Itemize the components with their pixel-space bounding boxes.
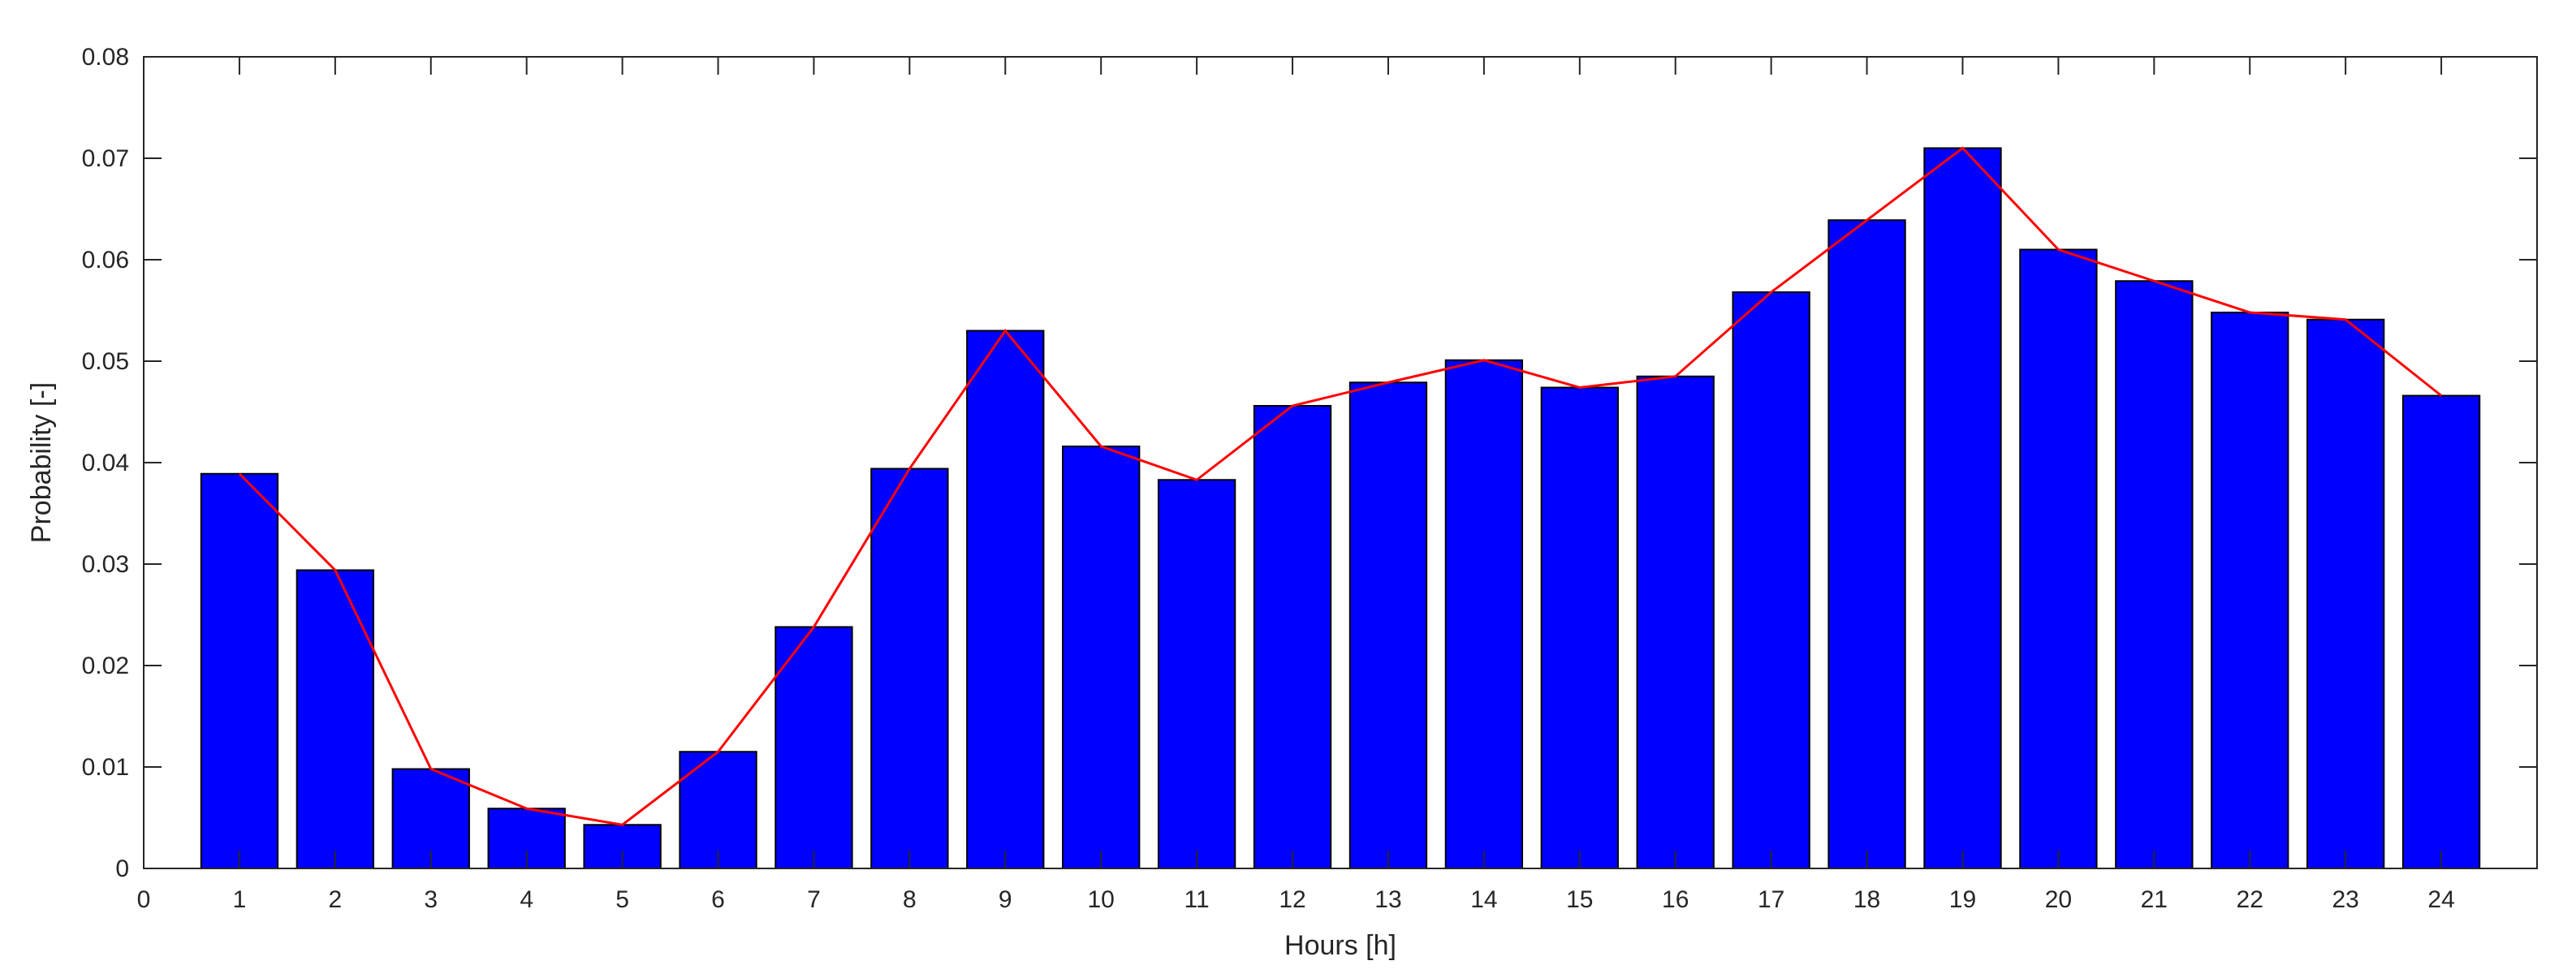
y-axis-label: Probability [-] — [26, 382, 57, 543]
x-tick-label: 5 — [615, 886, 629, 913]
x-tick-label: 6 — [711, 886, 725, 913]
bar-hour-14 — [1444, 359, 1524, 869]
x-tick-label: 10 — [1088, 886, 1115, 913]
ticks-layer — [143, 56, 2537, 869]
x-tick-label: 15 — [1566, 886, 1593, 913]
bar-hour-19 — [1923, 147, 2002, 869]
x-tick-label: 20 — [2045, 886, 2072, 913]
x-tick-label: 0 — [137, 886, 151, 913]
x-tick-label: 18 — [1853, 886, 1880, 913]
x-tick-label: 19 — [1949, 886, 1976, 913]
x-tick-label: 16 — [1662, 886, 1689, 913]
bar-hour-17 — [1732, 291, 1810, 869]
bar-hour-10 — [1062, 446, 1141, 869]
x-axis-label: Hours [h] — [1284, 930, 1396, 961]
x-tick-label: 17 — [1758, 886, 1784, 913]
bars-layer — [200, 147, 2481, 869]
x-tick-label: 22 — [2237, 886, 2263, 913]
bar-hour-11 — [1157, 479, 1236, 869]
y-tick-label: 0.04 — [82, 450, 129, 476]
x-tick-label: 7 — [807, 886, 821, 913]
x-tick-label: 8 — [903, 886, 917, 913]
y-tick-label: 0.05 — [82, 348, 129, 375]
bar-hour-8 — [870, 467, 949, 869]
x-tick-label: 2 — [328, 886, 342, 913]
x-tick-label: 24 — [2427, 886, 2454, 913]
x-tick-label: 1 — [233, 886, 247, 913]
x-tick-label: 14 — [1470, 886, 1497, 913]
bar-hour-23 — [2306, 318, 2385, 869]
bar-hour-20 — [2019, 248, 2098, 869]
x-tick-label: 11 — [1184, 886, 1210, 913]
x-tick-label: 4 — [520, 886, 533, 913]
bar-hour-15 — [1540, 386, 1619, 869]
plot-frame — [143, 56, 2538, 869]
bar-hour-22 — [2211, 312, 2289, 869]
y-tick-label: 0 — [115, 855, 129, 882]
y-tick-labels: 0 0.01 0.02 0.03 0.04 0.05 0.06 0.07 0.08 — [82, 44, 129, 882]
y-tick-label: 0.02 — [82, 653, 129, 679]
bar-hour-9 — [966, 330, 1045, 869]
y-tick-label: 0.03 — [82, 551, 129, 578]
bar-hour-16 — [1636, 375, 1715, 869]
probability-line — [238, 146, 2443, 826]
bar-hour-1 — [200, 472, 279, 869]
bar-hour-2 — [296, 569, 375, 869]
line-layer — [238, 146, 2443, 826]
x-tick-label: 12 — [1279, 886, 1305, 913]
x-tick-label: 21 — [2141, 886, 2168, 913]
x-tick-label: 23 — [2332, 886, 2358, 913]
bar-hour-18 — [1827, 219, 1906, 869]
y-tick-label: 0.08 — [82, 44, 129, 71]
x-tick-label: 13 — [1374, 886, 1401, 913]
y-tick-label: 0.01 — [82, 754, 129, 781]
bar-hour-12 — [1253, 405, 1332, 869]
bar-hour-13 — [1348, 381, 1428, 869]
y-tick-label: 0.06 — [82, 247, 129, 274]
bar-hour-7 — [775, 626, 853, 869]
bar-hour-24 — [2401, 394, 2481, 869]
x-tick-labels: 0 1 2 3 4 5 6 7 8 9 10 11 12 13 14 15 16 17 18 19 20 21 22 23 24 — [137, 886, 2455, 913]
x-tick-label: 3 — [424, 886, 438, 913]
y-tick-label: 0.07 — [82, 145, 129, 172]
bar-hour-21 — [2115, 280, 2194, 869]
x-tick-label: 9 — [999, 886, 1012, 913]
